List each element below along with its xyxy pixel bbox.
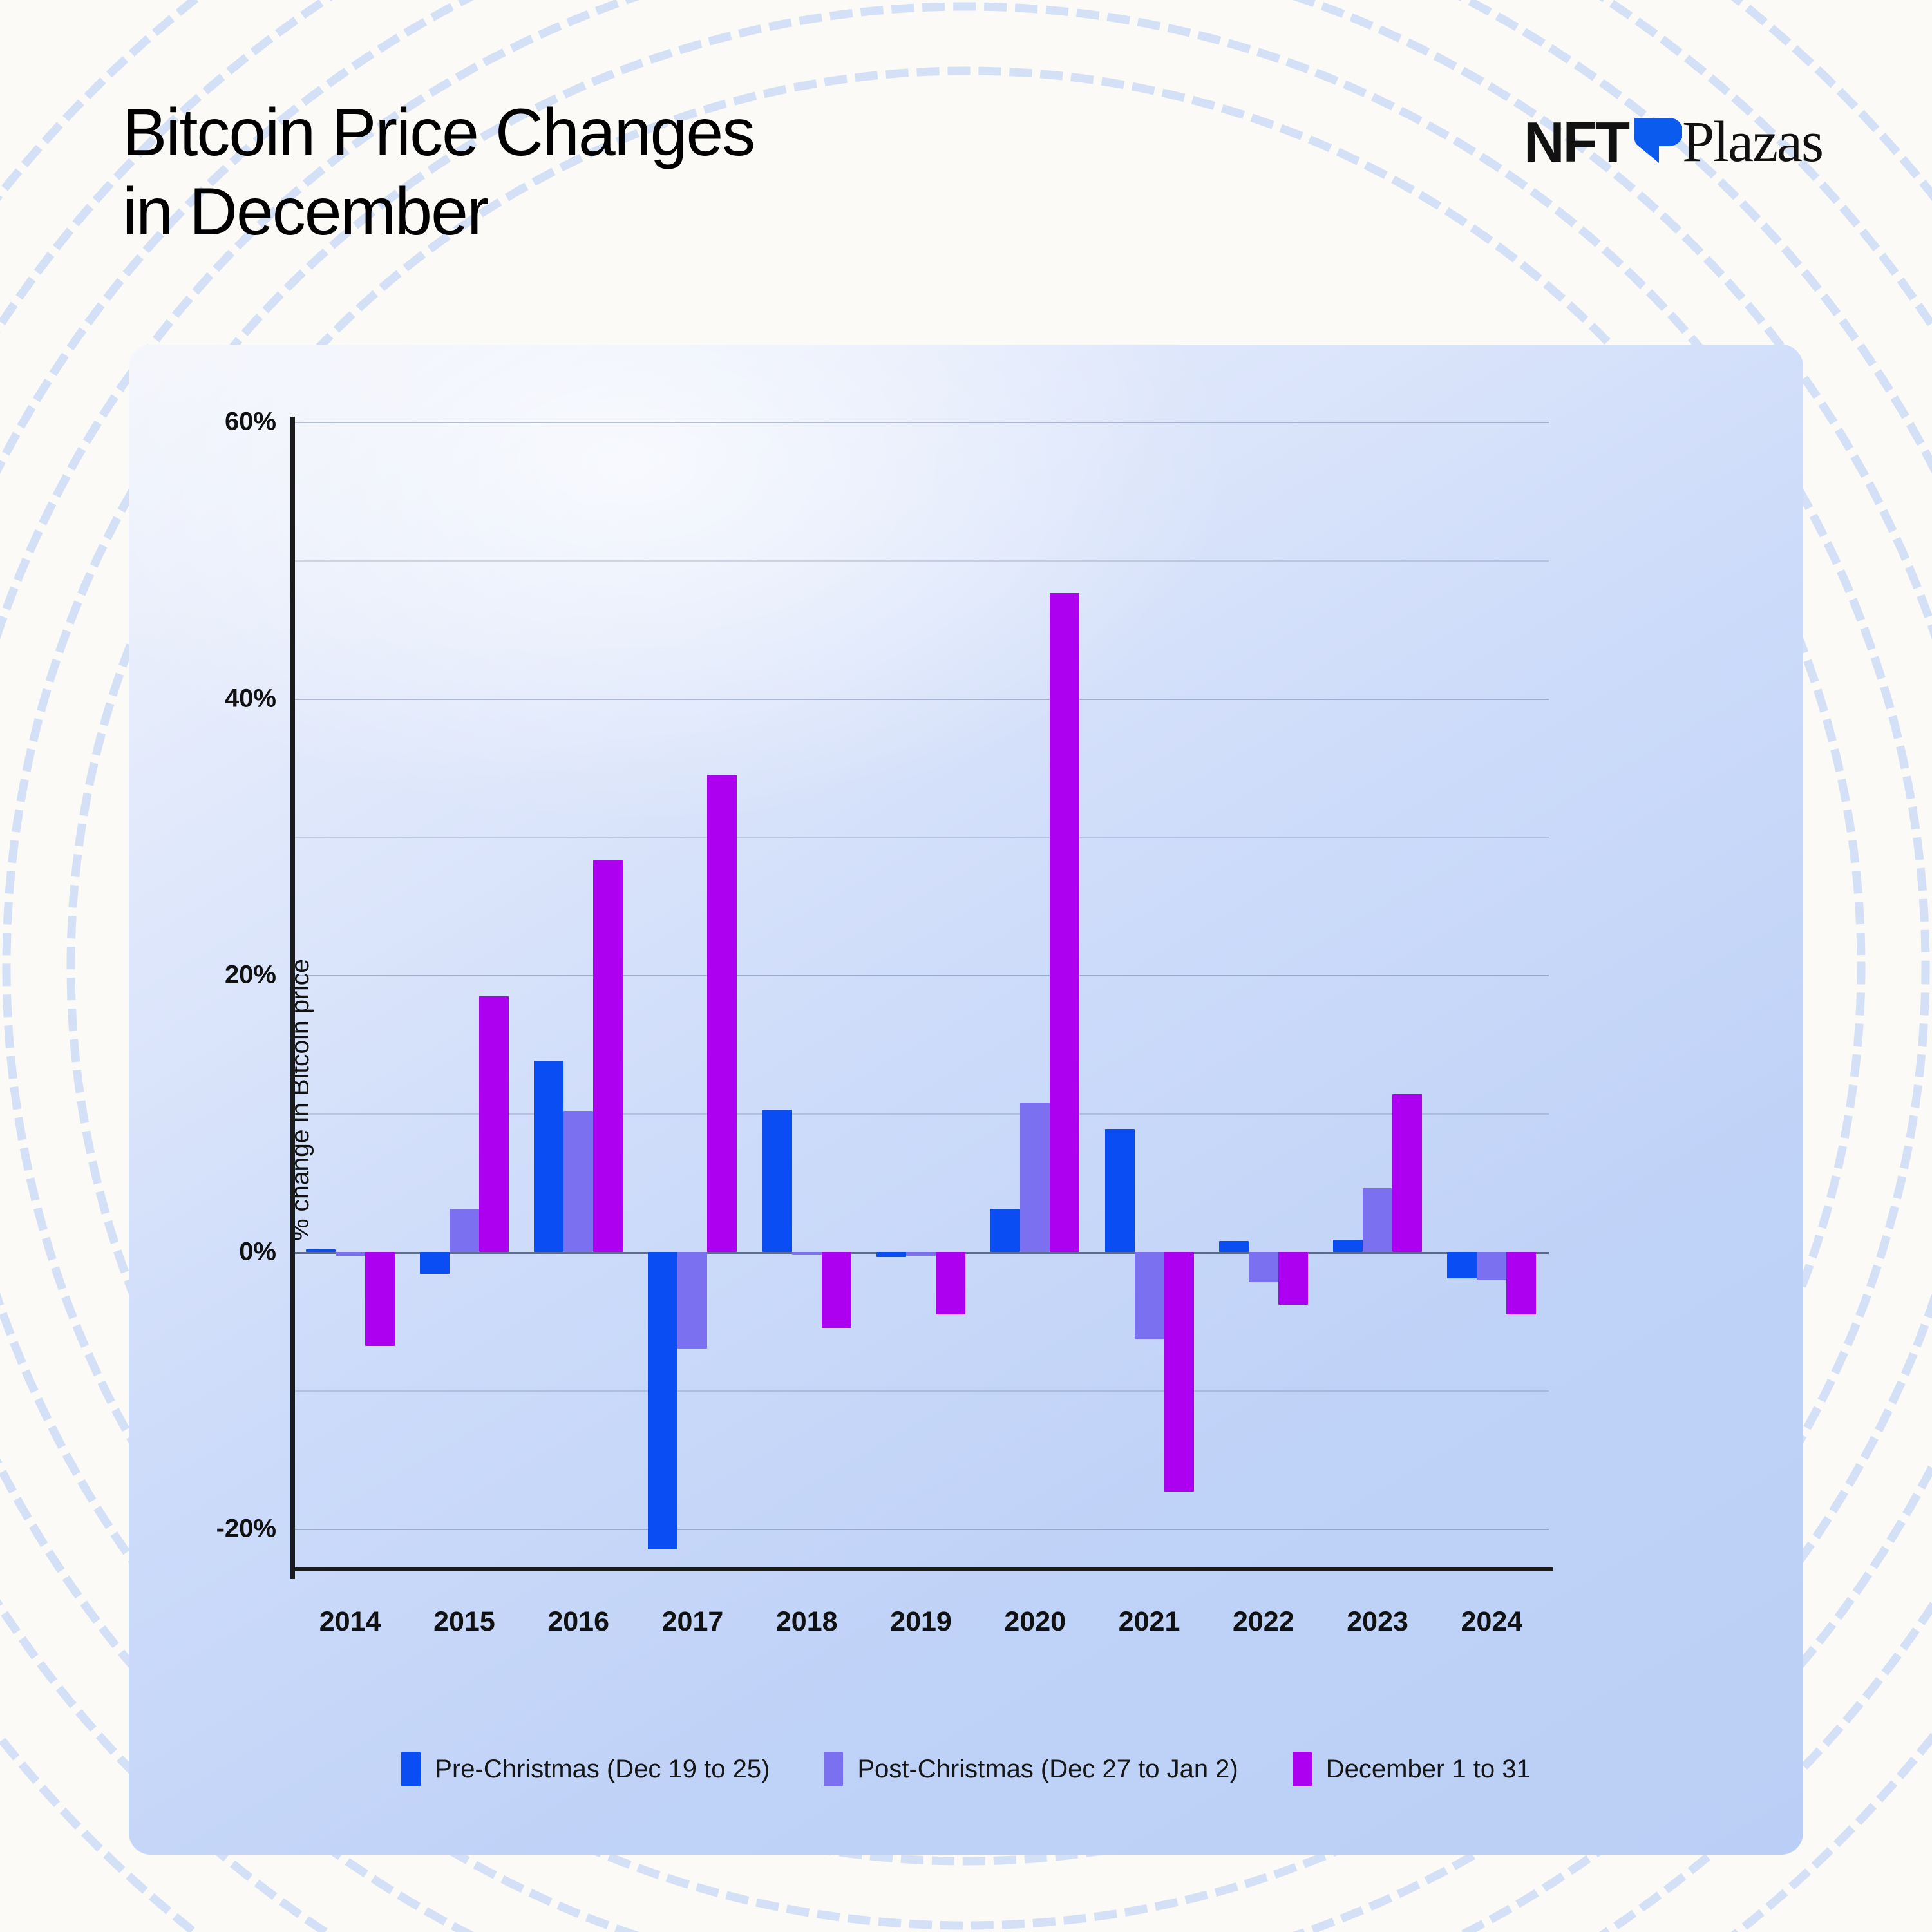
- bar: [876, 1251, 906, 1258]
- bar-group-2022: [1218, 422, 1308, 1570]
- bar: [1506, 1251, 1537, 1314]
- bar: [534, 1061, 564, 1252]
- gridline-major: [293, 1528, 1549, 1530]
- bar-group-2016: [534, 422, 623, 1570]
- bar-group-2014: [305, 422, 395, 1570]
- legend-item[interactable]: Pre-Christmas (Dec 19 to 25): [401, 1752, 770, 1786]
- gridline-minor: [293, 1390, 1549, 1392]
- gridline-major: [293, 422, 1549, 423]
- logo-nft-text: NFT: [1524, 110, 1630, 174]
- bar: [449, 1209, 479, 1252]
- bar: [564, 1110, 594, 1252]
- bar: [936, 1251, 965, 1314]
- bar: [1050, 593, 1080, 1252]
- y-tick-label: 0%: [239, 1237, 276, 1266]
- gridline-major: [293, 975, 1549, 977]
- gridline-minor: [293, 1113, 1549, 1115]
- bar: [1278, 1251, 1308, 1305]
- bar: [906, 1251, 936, 1256]
- legend-item[interactable]: Post-Christmas (Dec 27 to Jan 2): [824, 1752, 1238, 1786]
- bar-group-2021: [1104, 422, 1194, 1570]
- bar-group-2020: [990, 422, 1080, 1570]
- bar: [593, 860, 623, 1252]
- bar: [821, 1251, 851, 1329]
- bar-group-2024: [1447, 422, 1537, 1570]
- legend-label: December 1 to 31: [1325, 1754, 1531, 1783]
- title-line-1: Bitcoin Price Changes: [122, 95, 755, 170]
- bar: [1104, 1128, 1135, 1252]
- bar: [648, 1251, 678, 1549]
- x-tick-label: 2017: [661, 1606, 724, 1637]
- plot-area: 60% 40% 20% 0% -20% 2014 2015 2016 2017 2018 2019…: [216, 408, 1553, 1637]
- bar-group-2017: [648, 422, 737, 1570]
- bar: [1363, 1188, 1393, 1252]
- y-tick-label: 20%: [224, 960, 276, 989]
- header: Bitcoin Price Changes in December NFT Pl…: [122, 93, 1824, 267]
- gridline-minor: [293, 837, 1549, 838]
- legend-label: Post-Christmas (Dec 27 to Jan 2): [857, 1754, 1238, 1783]
- bar: [1020, 1102, 1050, 1252]
- y-tick-label: -20%: [216, 1514, 276, 1543]
- bar: [1248, 1251, 1278, 1283]
- bar-group-2023: [1333, 422, 1423, 1570]
- chart-legend: Pre-Christmas (Dec 19 to 25) Post-Christm…: [129, 1752, 1803, 1786]
- bar: [1477, 1251, 1507, 1280]
- x-tick-label: 2024: [1461, 1606, 1523, 1637]
- legend-swatch: [1292, 1752, 1312, 1786]
- legend-swatch: [824, 1752, 844, 1786]
- bar: [677, 1251, 708, 1349]
- gridline-major: [293, 698, 1549, 700]
- x-axis-line: [290, 1567, 1553, 1571]
- logo-plazas-text: Plazas: [1682, 110, 1824, 174]
- x-tick-label: 2019: [890, 1606, 952, 1637]
- bar: [305, 1249, 336, 1252]
- bar: [1447, 1251, 1477, 1278]
- bar: [1392, 1094, 1423, 1252]
- x-tick-label: 2023: [1347, 1606, 1408, 1637]
- bar: [1218, 1240, 1249, 1252]
- x-tick-label: 2014: [319, 1606, 381, 1637]
- legend-swatch: [401, 1752, 421, 1786]
- x-tick-label: 2016: [547, 1606, 610, 1637]
- bar: [478, 996, 509, 1252]
- bar: [762, 1109, 792, 1252]
- legend-label: Pre-Christmas (Dec 19 to 25): [435, 1754, 770, 1783]
- bar: [1333, 1239, 1363, 1252]
- bar: [707, 774, 737, 1252]
- x-tick-label: 2022: [1232, 1606, 1294, 1637]
- x-tick-label: 2015: [433, 1606, 495, 1637]
- title-line-2: in December: [122, 174, 489, 249]
- bar: [335, 1251, 365, 1256]
- bar: [419, 1251, 450, 1274]
- x-tick-label: 2018: [775, 1606, 838, 1637]
- y-axis-line: [290, 417, 295, 1579]
- chart-panel: % change in Bitcoin price 60% 40% 20% 0% -20…: [129, 345, 1803, 1855]
- bar-group-2015: [419, 422, 509, 1570]
- bar-group-2019: [876, 422, 965, 1570]
- page-title: Bitcoin Price Changes in December: [122, 93, 1088, 251]
- map-pin-icon: [1634, 118, 1683, 163]
- x-tick-label: 2021: [1118, 1606, 1180, 1637]
- brand-logo[interactable]: NFT Plazas: [1524, 110, 1824, 174]
- bar: [1134, 1251, 1164, 1340]
- bar-groups: [293, 422, 1549, 1570]
- bar: [791, 1251, 822, 1255]
- legend-item[interactable]: December 1 to 31: [1292, 1752, 1531, 1786]
- bar: [365, 1251, 395, 1346]
- gridline-minor: [293, 560, 1549, 562]
- y-tick-label: 60%: [224, 407, 276, 436]
- bar: [1164, 1251, 1194, 1492]
- bar-group-2018: [762, 422, 851, 1570]
- bar: [990, 1209, 1021, 1252]
- y-tick-label: 40%: [224, 684, 276, 713]
- x-tick-label: 2020: [1004, 1606, 1066, 1637]
